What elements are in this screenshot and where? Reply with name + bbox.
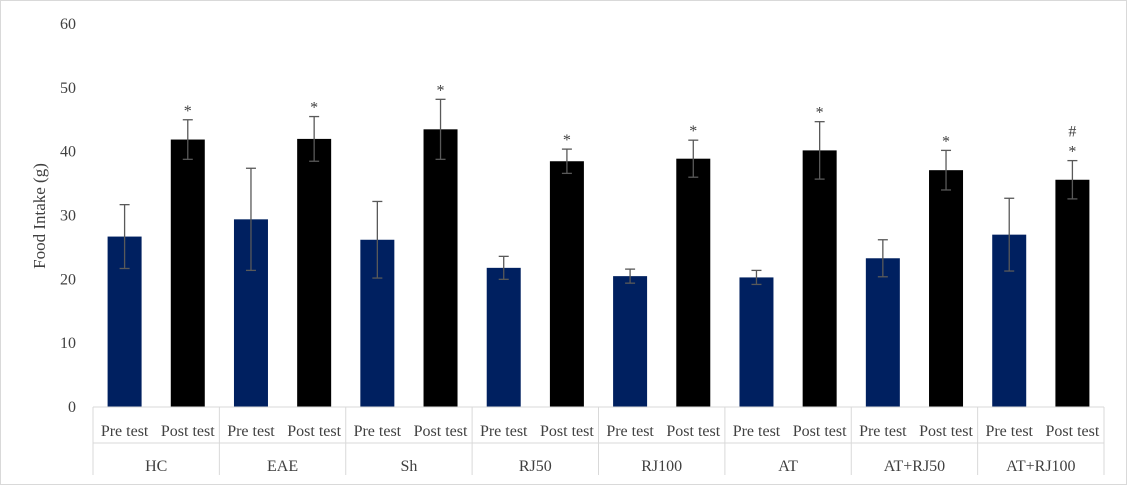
significance-asterisk: * bbox=[184, 103, 192, 120]
x-subcategory-label: Post test bbox=[287, 423, 341, 440]
significance-annotations: * * * * * * * # * bbox=[184, 82, 1077, 160]
bar-post-test bbox=[423, 129, 458, 407]
y-tick-label: 20 bbox=[60, 271, 76, 288]
x-subcategory-label: Post test bbox=[666, 423, 720, 440]
significance-asterisk: * bbox=[689, 123, 697, 140]
x-subcategory-label: Pre test bbox=[859, 423, 907, 440]
error-bar bbox=[814, 121, 825, 180]
x-group-label: AT bbox=[778, 458, 798, 475]
error-bar bbox=[625, 268, 636, 284]
x-subcategory-label: Pre test bbox=[733, 423, 781, 440]
y-axis-label: Food Intake (g) bbox=[30, 163, 49, 269]
error-bar bbox=[751, 269, 762, 286]
x-group-label: Sh bbox=[400, 458, 417, 475]
x-subcategory-label: Pre test bbox=[227, 423, 275, 440]
x-group-label: RJ100 bbox=[641, 458, 682, 475]
error-bars bbox=[119, 98, 1078, 286]
significance-asterisk: * bbox=[437, 82, 445, 99]
x-axis: Pre test Post test HC Pre test Post test EAE P… bbox=[92, 406, 1105, 475]
error-bar bbox=[372, 200, 383, 279]
error-bar bbox=[435, 98, 446, 160]
x-group-label: AT+RJ100 bbox=[1006, 458, 1075, 475]
error-bar bbox=[1004, 197, 1015, 272]
x-group-label: AT+RJ50 bbox=[884, 458, 945, 475]
y-tick-label: 60 bbox=[60, 16, 76, 33]
y-tick-label: 10 bbox=[60, 335, 76, 352]
error-bar bbox=[561, 148, 572, 175]
x-group-label: RJ50 bbox=[519, 458, 552, 475]
error-bar bbox=[1067, 159, 1078, 200]
bar-pre-test bbox=[486, 267, 521, 407]
x-group-label: EAE bbox=[267, 458, 298, 475]
significance-asterisk: * bbox=[1068, 144, 1076, 161]
significance-hash: # bbox=[1068, 124, 1076, 141]
significance-asterisk: * bbox=[310, 100, 318, 117]
bar-post-test bbox=[802, 150, 837, 407]
error-bar bbox=[498, 255, 509, 280]
x-subcategory-label: Pre test bbox=[985, 423, 1033, 440]
y-tick-label: 0 bbox=[68, 399, 76, 416]
bar-pre-test bbox=[739, 277, 774, 407]
y-tick-label: 30 bbox=[60, 208, 76, 225]
x-group-label: HC bbox=[145, 458, 167, 475]
error-bar bbox=[245, 167, 256, 272]
significance-asterisk: * bbox=[563, 132, 571, 149]
bar-post-test bbox=[676, 158, 711, 407]
error-bar bbox=[119, 203, 130, 270]
x-subcategory-label: Post test bbox=[540, 423, 594, 440]
bars bbox=[107, 129, 1090, 407]
error-bar bbox=[877, 239, 888, 278]
error-bar bbox=[309, 115, 320, 162]
significance-asterisk: * bbox=[816, 105, 824, 122]
error-bar bbox=[182, 119, 193, 160]
significance-asterisk: * bbox=[942, 133, 950, 150]
bar-pre-test bbox=[865, 258, 900, 407]
error-bar bbox=[688, 139, 699, 178]
y-tick-label: 40 bbox=[60, 144, 76, 161]
y-axis: 0 10 20 30 40 50 60 bbox=[60, 16, 76, 416]
x-subcategory-label: Pre test bbox=[101, 423, 149, 440]
bar-post-test bbox=[297, 138, 332, 407]
x-subcategory-label: Post test bbox=[919, 423, 973, 440]
x-subcategory-label: Post test bbox=[414, 423, 468, 440]
x-subcategory-label: Pre test bbox=[354, 423, 402, 440]
x-subcategory-label: Pre test bbox=[606, 423, 654, 440]
x-subcategory-label: Post test bbox=[161, 423, 215, 440]
bar-pre-test bbox=[613, 276, 648, 407]
x-subcategory-label: Post test bbox=[1046, 423, 1100, 440]
error-bar bbox=[941, 149, 952, 191]
bar-post-test bbox=[549, 161, 584, 407]
x-subcategory-label: Post test bbox=[793, 423, 847, 440]
bar-post-test bbox=[170, 139, 205, 407]
bar-post-test bbox=[1055, 179, 1090, 407]
y-tick-label: 50 bbox=[60, 80, 76, 97]
bar-post-test bbox=[929, 170, 964, 407]
x-subcategory-label: Pre test bbox=[480, 423, 528, 440]
